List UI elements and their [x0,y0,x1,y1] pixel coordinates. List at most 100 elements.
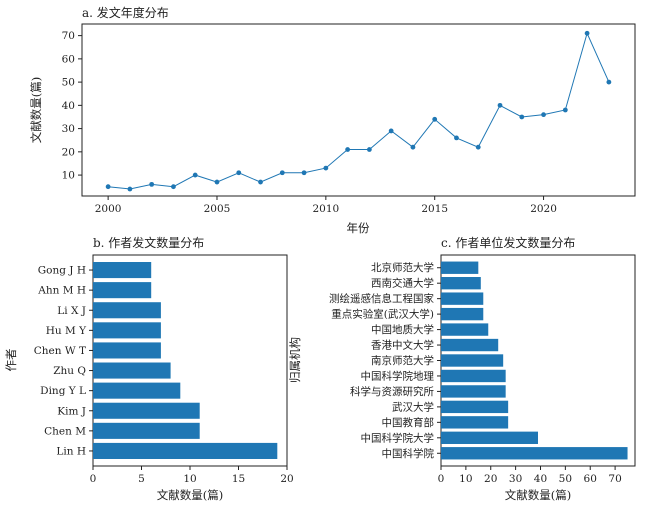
x-tick-label: 60 [584,473,597,485]
bar [441,400,509,414]
y-tick-label: 50 [62,77,75,89]
x-tick-label: 15 [232,473,245,485]
data-point [149,181,155,187]
data-point [236,170,242,176]
data-point [454,135,459,141]
panel-b-bar-chart: b. 作者发文数量分布 Lin H Chen M Kim J Ding Y L Zhu … [4,235,294,502]
category-label: Ahn M H [37,285,86,297]
y-tick-label: 40 [62,100,75,112]
data-point [475,144,481,150]
bar [441,277,481,290]
x-tick-label: 40 [534,473,547,485]
category-label: 中国教育部 [382,416,435,429]
data-point [410,144,416,150]
bar [441,369,506,383]
x-tick-label: 10 [459,473,472,485]
category-label: 中国科学院地理 [361,369,435,382]
category-label: 中国科学院 [382,447,435,460]
data-point [301,170,307,176]
bar [441,261,479,274]
y-tick-label: 20 [62,146,75,158]
panel-a-title: a. 发文年度分布 [82,5,169,20]
data-point [214,179,220,185]
x-tick-label: 2010 [312,203,339,215]
category-label: 科学与资源研究所 [350,385,434,398]
bar [93,342,161,359]
data-point [105,184,111,190]
bar [93,422,200,439]
x-tick-label: 5 [138,473,145,485]
x-tick-label: 2000 [95,203,122,215]
category-label: Hu M Y [46,325,87,337]
y-tick-label: 30 [62,123,75,135]
category-label: Kim J [57,405,86,417]
category-label: 北京师范大学 [371,261,434,274]
category-label: Zhu Q [53,365,86,377]
data-point [584,30,590,36]
panel-c-bar-chart: c. 作者单位发文数量分布 中国科学院 中国科学院大学 中国教育部 武汉大学 科学与资源… [288,235,636,502]
panel-a-ylabel: 文献数量(篇) [29,77,43,143]
y-tick-label: 70 [62,30,75,42]
bar [441,354,504,367]
panel-a-xlabel: 年份 [347,221,370,235]
panel-c-bars: 中国科学院 中国科学院大学 中国教育部 武汉大学 科学与资源研究所 中国科学院地理 南京师范… [329,261,628,460]
panel-b-bars: Lin H Chen M Kim J Ding Y L Zhu Q Chen W T Hu … [34,262,278,459]
panel-c-x-ticks: 0 10 20 30 40 50 60 70 [438,466,622,485]
bar [441,447,628,460]
panel-b-xlabel: 文献数量(篇) [157,488,223,502]
panel-c-xlabel: 文献数量(篇) [505,488,571,502]
bar [93,382,181,399]
data-point [388,128,394,134]
bar [441,323,489,336]
data-point [497,102,503,108]
panel-a-x-ticks: 2000 2005 2010 2015 2020 [95,196,557,215]
data-point [541,112,546,118]
y-tick-label: 10 [62,170,75,182]
panel-b-ylabel: 作者 [4,349,18,372]
x-tick-label: 2020 [530,203,557,215]
bar [93,302,161,319]
category-label: Ding Y L [40,385,86,397]
data-point [345,147,351,152]
data-point [192,172,198,178]
category-label: Li X J [57,305,86,317]
x-tick-label: 20 [484,473,497,485]
data-point [606,79,612,85]
x-tick-label: 30 [509,473,522,485]
bar [441,307,484,321]
data-point [171,184,176,190]
bar [93,362,171,379]
category-label: 中国科学院大学 [361,431,435,444]
panel-b-x-ticks: 0 5 10 15 20 [90,466,294,485]
x-tick-label: 70 [608,473,621,485]
panel-a-y-ticks: 10 20 30 40 50 60 70 [62,30,82,182]
panel-c-ylabel: 归属机构 [288,337,302,383]
category-label: 重点实验室(武汉大学) [331,308,434,321]
data-point [323,165,329,171]
x-tick-label: 2015 [421,203,448,215]
series-line [108,31,610,190]
category-label: 香港中文大学 [371,339,434,352]
bar [441,292,484,305]
category-label: Gong J H [38,265,86,277]
category-label: 西南交通大学 [371,277,434,290]
x-tick-label: 50 [559,473,572,485]
y-tick-label: 60 [62,53,75,65]
bar [441,338,499,352]
data-point [279,170,285,176]
data-point [519,114,525,120]
data-point [366,147,372,152]
category-label: Chen W T [34,345,86,357]
category-label: Lin H [56,445,86,457]
data-point [127,186,133,192]
category-label: Chen M [44,425,86,437]
bar [93,282,152,299]
bar [441,385,506,398]
x-tick-label: 0 [438,473,445,485]
bar [93,442,278,459]
data-point [562,107,568,113]
bar [93,322,161,339]
panel-b-title: b. 作者发文数量分布 [93,235,204,250]
x-tick-label: 20 [280,473,293,485]
